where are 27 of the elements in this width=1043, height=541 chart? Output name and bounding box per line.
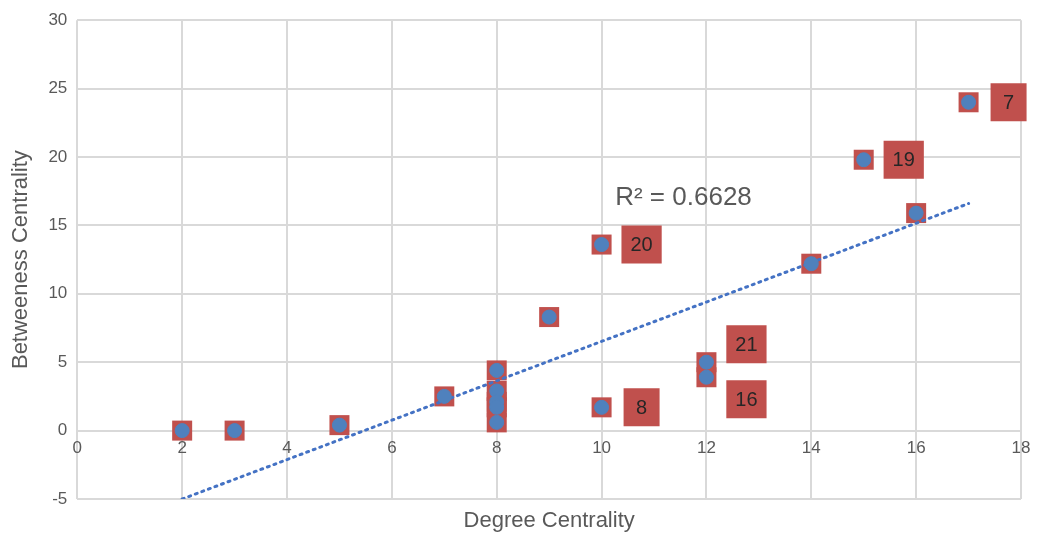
x-tick-label: 6 <box>387 438 397 458</box>
y-axis-title: Betweeness Centrality <box>7 150 33 370</box>
x-tick-label: 4 <box>282 438 292 458</box>
x-tick-label: 12 <box>696 438 716 458</box>
y-tick-label: 10 <box>48 283 68 303</box>
x-tick-label: 2 <box>177 438 187 458</box>
x-tick-label: 18 <box>1011 438 1031 458</box>
y-tick-label: 15 <box>48 215 68 235</box>
annotation: 21 <box>735 332 758 355</box>
annotation: 8 <box>636 395 648 418</box>
x-tick-label: 14 <box>801 438 821 458</box>
x-tick-label: 10 <box>592 438 612 458</box>
x-tick-label: 16 <box>906 438 926 458</box>
y-tick-label: 5 <box>57 351 68 371</box>
y-tick-label: 0 <box>57 420 68 440</box>
annotation: 7 <box>1003 90 1015 113</box>
y-tick-label: -5 <box>52 488 68 508</box>
annotation: 20 <box>630 233 653 256</box>
y-tick-label: 30 <box>48 9 68 29</box>
annotation: R² = 0.6628 <box>615 180 752 211</box>
y-tick-label: 25 <box>48 78 68 98</box>
y-tick-label: 20 <box>48 146 68 166</box>
x-axis-title: Degree Centrality <box>463 507 635 533</box>
annotation: 19 <box>892 148 915 171</box>
annotation: 16 <box>735 387 758 410</box>
x-tick-label: 8 <box>491 438 502 458</box>
x-tick-label: 0 <box>72 438 83 458</box>
